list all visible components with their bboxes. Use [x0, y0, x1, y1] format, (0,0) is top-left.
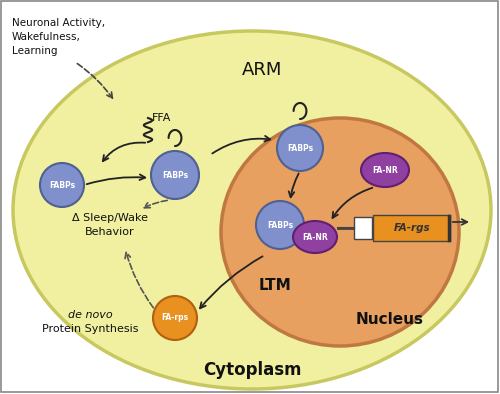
- Ellipse shape: [221, 118, 459, 346]
- Text: Cytoplasm: Cytoplasm: [203, 361, 301, 379]
- Ellipse shape: [293, 221, 337, 253]
- Text: FA-rps: FA-rps: [162, 314, 188, 323]
- Text: FABPs: FABPs: [162, 171, 188, 180]
- Text: FABPs: FABPs: [49, 180, 75, 190]
- Text: FABPs: FABPs: [287, 143, 313, 152]
- FancyBboxPatch shape: [373, 215, 450, 241]
- Text: FFA: FFA: [152, 113, 172, 123]
- Ellipse shape: [13, 31, 491, 389]
- Text: Protein Synthesis: Protein Synthesis: [42, 324, 138, 334]
- Text: Nucleus: Nucleus: [356, 312, 424, 327]
- Text: ARM: ARM: [242, 61, 282, 79]
- Circle shape: [256, 201, 304, 249]
- Text: Wakefulness,: Wakefulness,: [12, 32, 81, 42]
- Text: de novo: de novo: [68, 310, 112, 320]
- Text: Δ Sleep/Wake: Δ Sleep/Wake: [72, 213, 148, 223]
- Text: FA-NR: FA-NR: [372, 165, 398, 175]
- Text: Learning: Learning: [12, 46, 58, 56]
- Text: Neuronal Activity,: Neuronal Activity,: [12, 18, 105, 28]
- Circle shape: [153, 296, 197, 340]
- Text: LTM: LTM: [258, 277, 292, 292]
- Ellipse shape: [361, 153, 409, 187]
- Text: FA-NR: FA-NR: [302, 232, 328, 242]
- Circle shape: [277, 125, 323, 171]
- Text: Behavior: Behavior: [85, 227, 135, 237]
- Text: FA-rgs: FA-rgs: [394, 223, 430, 233]
- FancyBboxPatch shape: [354, 217, 372, 239]
- Text: FABPs: FABPs: [267, 221, 293, 229]
- Circle shape: [40, 163, 84, 207]
- Circle shape: [151, 151, 199, 199]
